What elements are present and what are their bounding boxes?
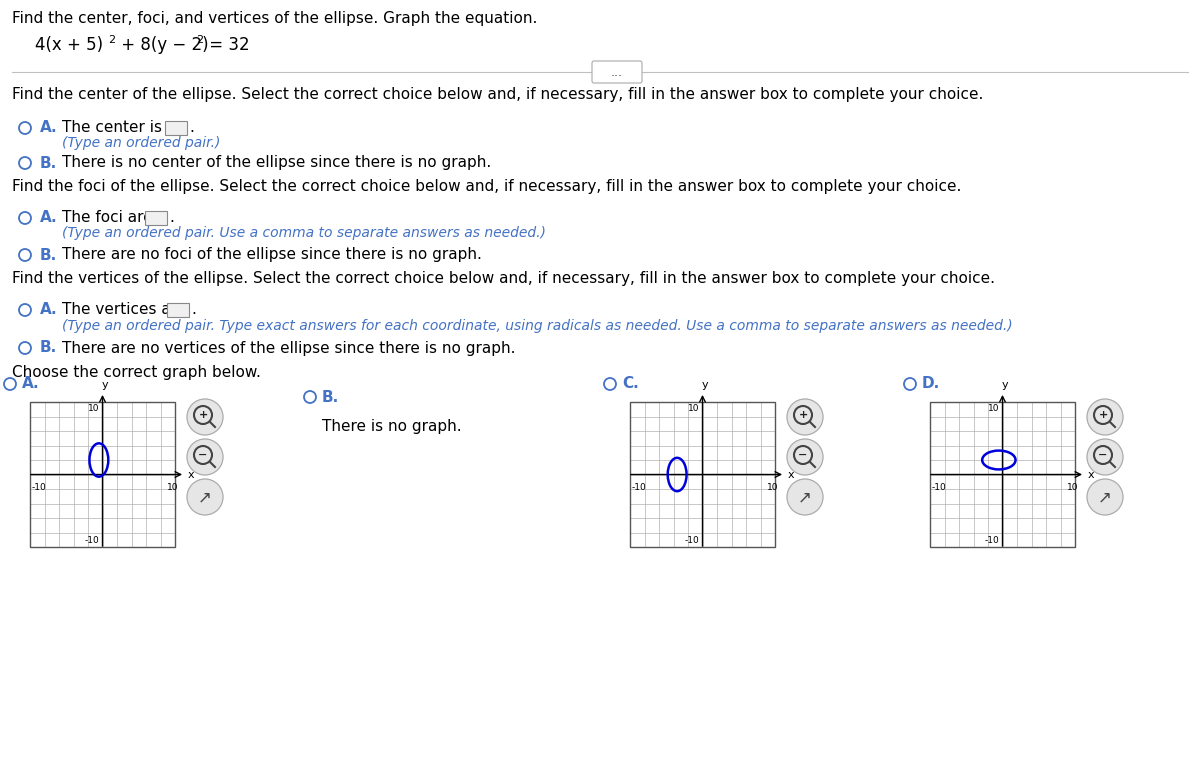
Text: Find the center of the ellipse. Select the correct choice below and, if necessar: Find the center of the ellipse. Select t… (12, 87, 983, 103)
Text: -10: -10 (32, 483, 47, 491)
Text: 10: 10 (88, 404, 100, 413)
Text: −: − (1098, 450, 1108, 460)
Text: Find the vertices of the ellipse. Select the correct choice below and, if necess: Find the vertices of the ellipse. Select… (12, 271, 995, 285)
Text: 4(x + 5): 4(x + 5) (35, 36, 103, 54)
Text: -10: -10 (685, 536, 700, 545)
Text: There are no foci of the ellipse since there is no graph.: There are no foci of the ellipse since t… (62, 247, 482, 262)
Text: ...: ... (611, 66, 623, 79)
Text: +: + (198, 410, 208, 420)
Text: A.: A. (40, 210, 58, 225)
Text: (Type an ordered pair. Type exact answers for each coordinate, using radicals as: (Type an ordered pair. Type exact answer… (62, 319, 1013, 333)
Circle shape (187, 439, 223, 475)
Text: y: y (701, 380, 708, 390)
Text: There are no vertices of the ellipse since there is no graph.: There are no vertices of the ellipse sin… (62, 341, 516, 355)
Text: B.: B. (322, 389, 340, 405)
Text: x: x (188, 470, 194, 480)
Bar (145, 211, 167, 225)
FancyBboxPatch shape (592, 61, 642, 83)
Text: y: y (101, 380, 108, 390)
Circle shape (187, 479, 223, 515)
Text: The foci are: The foci are (62, 210, 152, 225)
Text: −: − (198, 450, 208, 460)
Text: 10: 10 (1067, 483, 1079, 491)
Text: (Type an ordered pair. Use a comma to separate answers as needed.): (Type an ordered pair. Use a comma to se… (62, 226, 546, 240)
Text: Choose the correct graph below.: Choose the correct graph below. (12, 365, 260, 379)
Text: 10: 10 (688, 404, 700, 413)
Text: +: + (798, 410, 808, 420)
Circle shape (1087, 439, 1123, 475)
Text: x: x (788, 470, 794, 480)
Text: .: . (191, 302, 196, 318)
Bar (167, 303, 190, 317)
Text: Find the center, foci, and vertices of the ellipse. Graph the equation.: Find the center, foci, and vertices of t… (12, 11, 538, 25)
Text: .: . (169, 210, 174, 225)
Text: Find the foci of the ellipse. Select the correct choice below and, if necessary,: Find the foci of the ellipse. Select the… (12, 180, 961, 194)
Text: 10: 10 (988, 404, 1000, 413)
Text: ↗: ↗ (1098, 488, 1112, 506)
Circle shape (1087, 399, 1123, 435)
Text: + 8(y − 2): + 8(y − 2) (116, 36, 209, 54)
Text: -10: -10 (985, 536, 1000, 545)
Text: y: y (1001, 380, 1008, 390)
Text: B.: B. (40, 341, 58, 355)
Circle shape (1087, 479, 1123, 515)
Text: 10: 10 (767, 483, 779, 491)
Text: The vertices are: The vertices are (62, 302, 186, 318)
Text: +: + (1098, 410, 1108, 420)
Text: -10: -10 (85, 536, 100, 545)
Bar (166, 121, 187, 135)
Text: B.: B. (40, 156, 58, 170)
Text: D.: D. (922, 376, 941, 392)
Circle shape (187, 399, 223, 435)
Text: -10: -10 (932, 483, 947, 491)
Text: A.: A. (40, 120, 58, 136)
Text: 10: 10 (167, 483, 179, 491)
Text: (Type an ordered pair.): (Type an ordered pair.) (62, 136, 221, 150)
Text: 2: 2 (196, 35, 203, 45)
Text: -10: -10 (632, 483, 647, 491)
Text: There is no center of the ellipse since there is no graph.: There is no center of the ellipse since … (62, 156, 491, 170)
Circle shape (787, 439, 823, 475)
Text: .: . (190, 120, 194, 136)
Text: ↗: ↗ (798, 488, 812, 506)
Text: x: x (1088, 470, 1094, 480)
Circle shape (787, 479, 823, 515)
Bar (630, 402, 775, 547)
Text: ↗: ↗ (198, 488, 212, 506)
Text: A.: A. (40, 302, 58, 318)
Circle shape (787, 399, 823, 435)
Text: = 32: = 32 (204, 36, 250, 54)
Text: B.: B. (40, 247, 58, 262)
Text: C.: C. (622, 376, 638, 392)
Bar (930, 402, 1075, 547)
Text: The center is: The center is (62, 120, 162, 136)
Text: There is no graph.: There is no graph. (322, 419, 462, 435)
Text: −: − (798, 450, 808, 460)
Text: A.: A. (22, 376, 40, 392)
Text: 2: 2 (108, 35, 115, 45)
Bar (30, 402, 175, 547)
